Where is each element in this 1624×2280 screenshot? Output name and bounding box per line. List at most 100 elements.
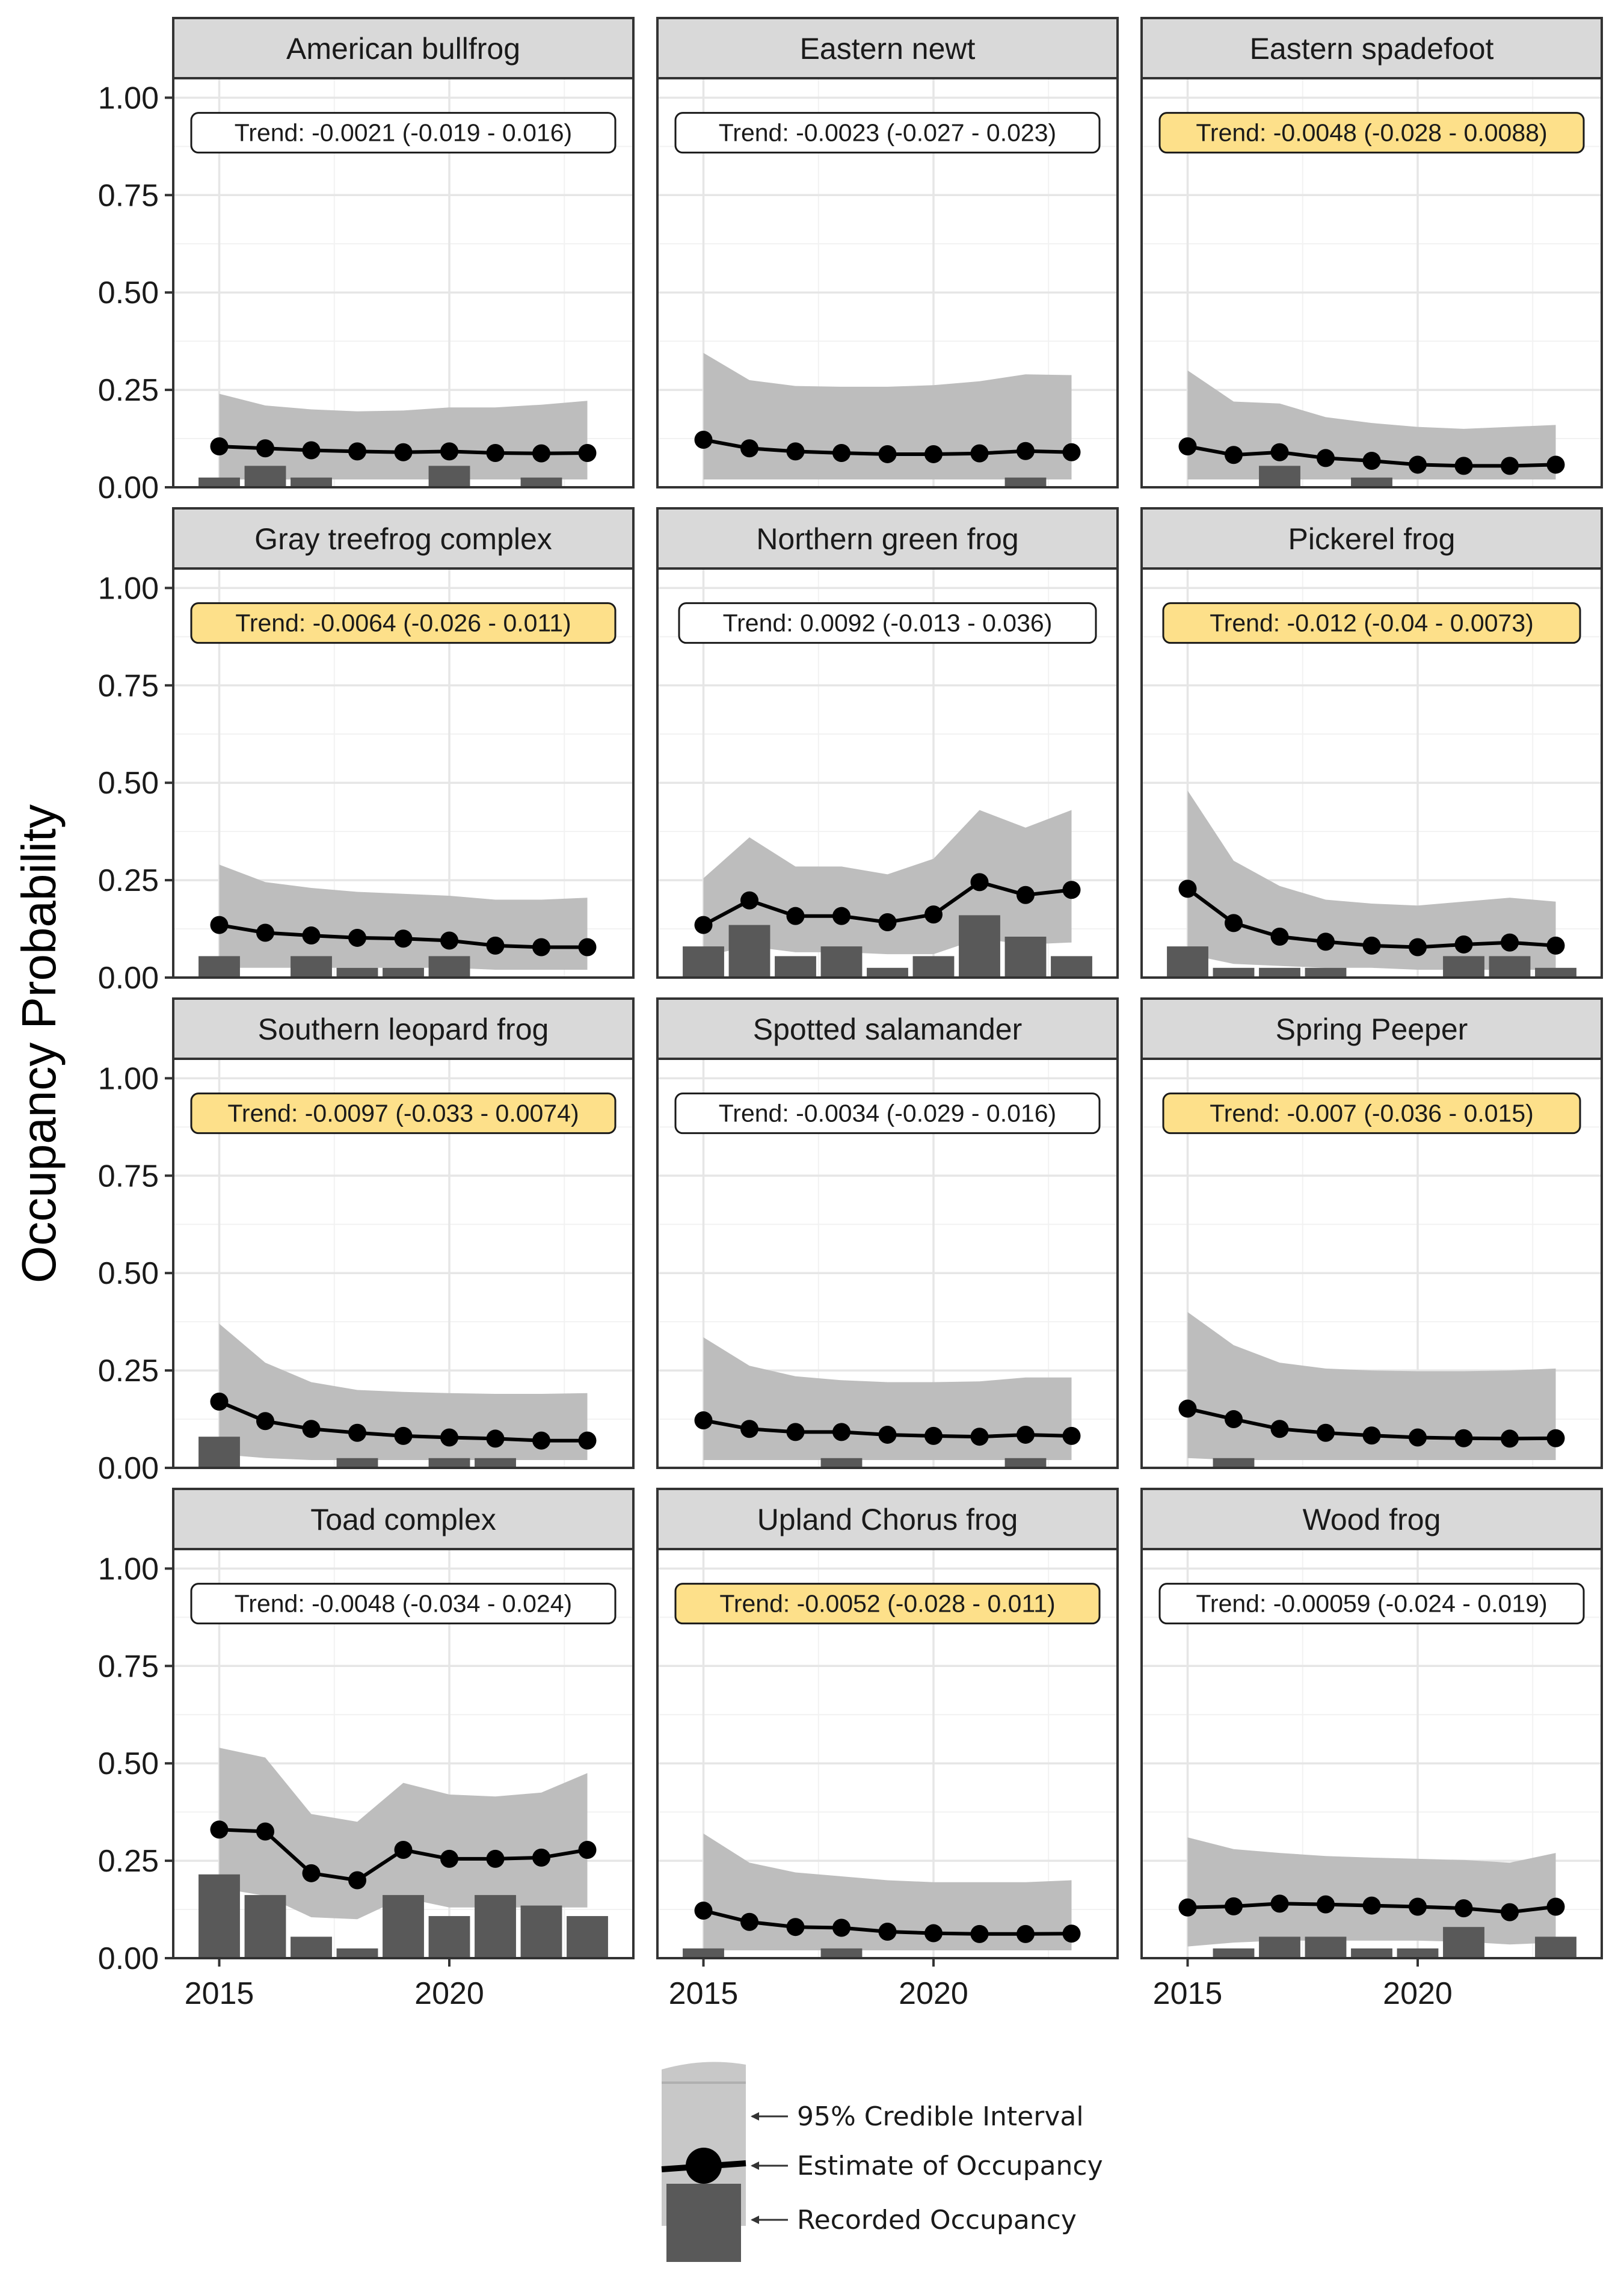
trend-label: Trend: -0.0034 (-0.029 - 0.016)	[719, 1100, 1056, 1127]
panel-title: Gray treefrog complex	[254, 522, 552, 556]
occupancy-estimate-point	[740, 1420, 758, 1438]
panel-border	[656, 1548, 1119, 1959]
trend-label-box	[190, 602, 617, 644]
occupancy-estimate-point	[486, 936, 505, 955]
occupancy-estimate-point	[1178, 1898, 1197, 1917]
trend-label-box	[674, 112, 1101, 154]
panel-border	[172, 77, 635, 488]
recorded-occupancy-bar	[1397, 1948, 1439, 1958]
recorded-occupancy-bar	[428, 466, 470, 487]
panel-strip	[656, 997, 1119, 1060]
y-axis-tick-label: 0.00	[98, 961, 159, 996]
recorded-occupancy-bar	[912, 956, 955, 978]
recorded-occupancy-bar	[198, 477, 240, 487]
occupancy-estimate-point	[1501, 457, 1519, 475]
panel-title: Wood frog	[1303, 1503, 1441, 1536]
recorded-occupancy-bar	[1213, 967, 1255, 978]
panel-strip	[656, 507, 1119, 570]
recorded-occupancy-bar	[1305, 1936, 1347, 1958]
occupancy-estimate-point	[532, 938, 550, 957]
trend-label-box	[1162, 602, 1581, 644]
recorded-occupancy-bar	[820, 1458, 863, 1468]
recorded-occupancy-bar	[820, 1948, 863, 1958]
recorded-occupancy-bar	[1004, 937, 1047, 978]
panel-title: Eastern newt	[800, 32, 976, 66]
occupancy-estimate-point	[1062, 1924, 1081, 1943]
recorded-occupancy-bar	[567, 1916, 608, 1958]
occupancy-estimate-point	[256, 1822, 274, 1841]
occupancy-estimate-point	[878, 913, 897, 932]
y-axis-tick-label: 0.00	[98, 1941, 159, 1976]
occupancy-estimate-point	[302, 926, 321, 945]
recorded-occupancy-bar	[383, 967, 424, 978]
recorded-occupancy-bar	[683, 1948, 724, 1958]
y-axis-tick-label: 1.00	[98, 81, 159, 116]
occupancy-estimate-point	[1409, 1897, 1427, 1916]
occupancy-estimate-point	[924, 1924, 943, 1943]
panel-border	[1140, 567, 1603, 979]
recorded-occupancy-bar	[336, 1458, 378, 1468]
recorded-occupancy-bar	[775, 956, 816, 978]
occupancy-estimate-point	[1225, 1897, 1243, 1915]
recorded-occupancy-bar	[1004, 1458, 1047, 1468]
panel-strip	[1140, 997, 1603, 1060]
recorded-occupancy-bar	[1259, 967, 1300, 978]
occupancy-estimate-point	[440, 1428, 458, 1447]
recorded-occupancy-bar	[1213, 1458, 1255, 1468]
occupancy-estimate-point	[1409, 938, 1427, 957]
recorded-occupancy-bar	[1259, 1936, 1300, 1958]
panel-border	[172, 1058, 635, 1469]
recorded-occupancy-bar	[291, 1936, 332, 1958]
recorded-occupancy-bar	[428, 1916, 470, 1958]
trend-label: Trend: -0.0023 (-0.027 - 0.023)	[719, 119, 1056, 147]
trend-label: Trend: -0.0097 (-0.033 - 0.0074)	[227, 1100, 579, 1127]
occupancy-estimate-point	[1270, 1420, 1289, 1438]
occupancy-estimate-point	[1454, 935, 1473, 954]
occupancy-estimate-point	[1546, 936, 1565, 955]
panel-american-bullfrog: American bullfrog Trend: -0.0021 (-0.019 …	[98, 17, 635, 505]
y-axis-title: Occupancy Probability	[12, 804, 66, 1283]
panel-eastern-spadefoot: Eastern spadefoot Trend: -0.0048 (-0.028 …	[1140, 17, 1603, 488]
occupancy-estimate-point	[440, 931, 458, 950]
recorded-occupancy-bar	[1004, 477, 1047, 487]
credible-interval-band	[1187, 1837, 1556, 1947]
occupancy-estimate-point	[486, 1849, 505, 1868]
occupancy-estimate-point	[348, 1423, 366, 1442]
occupancy-estimate-point	[786, 1423, 805, 1441]
occupancy-estimate-point	[1546, 1897, 1565, 1916]
occupancy-estimate-point	[878, 1922, 897, 1941]
trend-label: Trend: -0.0052 (-0.028 - 0.011)	[719, 1590, 1055, 1618]
occupancy-estimate-point	[970, 1924, 989, 1943]
trend-label: Trend: -0.0048 (-0.028 - 0.0088)	[1196, 119, 1547, 147]
recorded-occupancy-bar	[1305, 967, 1347, 978]
recorded-occupancy-bar	[336, 1948, 378, 1958]
panel-title: Toad complex	[310, 1503, 496, 1536]
occupancy-estimate-point	[970, 444, 989, 463]
recorded-occupancy-bar	[520, 477, 562, 487]
occupancy-estimate-point	[256, 439, 274, 458]
occupancy-estimate-point	[1270, 443, 1289, 461]
occupancy-estimate-point	[256, 1412, 274, 1431]
occupancy-estimate-point	[1501, 1429, 1519, 1448]
occupancy-estimate-point	[832, 907, 850, 925]
occupancy-estimate-point	[1062, 443, 1081, 461]
occupancy-estimate-point	[1409, 455, 1427, 474]
trend-label-box	[190, 1583, 617, 1625]
panel-border	[1140, 77, 1603, 488]
panel-title: Upland Chorus frog	[757, 1503, 1018, 1536]
occupancy-estimate-point	[832, 1423, 850, 1441]
legend-pointer-arrowhead	[751, 2216, 759, 2224]
occupancy-estimate-point	[532, 444, 550, 463]
recorded-occupancy-bar	[683, 946, 724, 978]
y-axis-tick-label: 0.50	[98, 1746, 159, 1781]
y-axis-tick-label: 0.25	[98, 863, 159, 898]
occupancy-estimate-point	[394, 443, 413, 461]
trend-label-box	[678, 602, 1097, 644]
recorded-occupancy-bar	[1489, 956, 1531, 978]
panel-title: Spring Peeper	[1276, 1012, 1468, 1046]
occupancy-estimate-point	[1225, 446, 1243, 464]
occupancy-estimate-point	[694, 1411, 713, 1429]
occupancy-estimate-point	[740, 1912, 758, 1931]
legend-bar-swatch	[666, 2184, 741, 2262]
y-axis-tick-label: 1.00	[98, 1551, 159, 1586]
